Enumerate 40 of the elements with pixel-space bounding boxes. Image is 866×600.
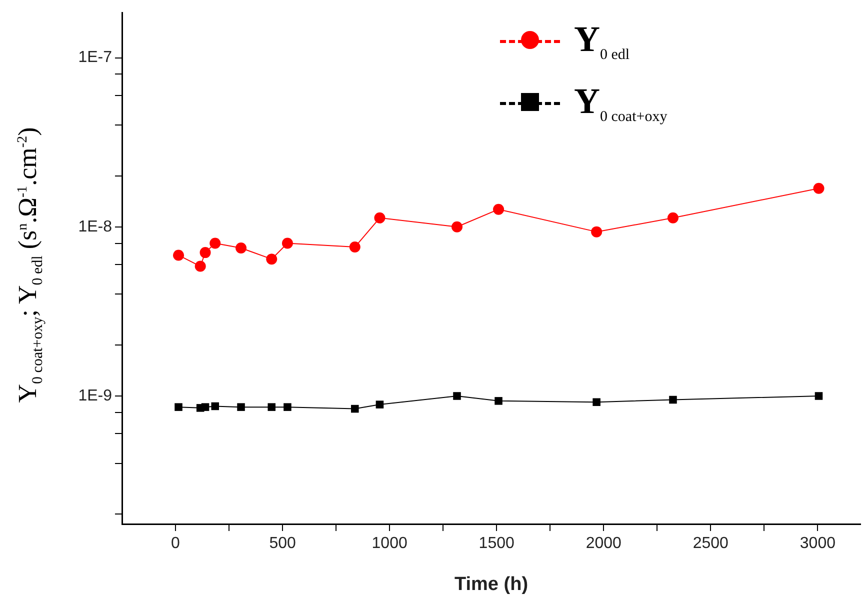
- point: [494, 397, 502, 405]
- x-tick-label: 2000: [586, 535, 622, 552]
- x-tick-label: 0: [171, 535, 180, 552]
- point: [493, 204, 504, 215]
- point: [236, 242, 247, 254]
- point: [452, 221, 462, 232]
- y-tick-label: 1E-9: [78, 387, 112, 404]
- x-tick-label: 1000: [372, 535, 408, 552]
- y-tick-label: 1E-8: [78, 218, 112, 236]
- point: [591, 226, 602, 238]
- x-tick-label: 2500: [692, 535, 729, 552]
- point: [814, 392, 823, 400]
- point: [349, 242, 360, 253]
- point: [211, 402, 220, 410]
- x-axis-title: Time (h): [454, 574, 528, 595]
- point: [284, 403, 292, 411]
- point: [194, 260, 206, 272]
- point: [667, 212, 678, 224]
- point: [266, 254, 278, 265]
- point: [200, 247, 211, 258]
- point: [201, 403, 210, 411]
- x-tick-label: 1500: [478, 535, 514, 552]
- point: [282, 238, 293, 249]
- legend-label: Y$_{0 edl}$: [574, 18, 630, 64]
- point: [268, 403, 276, 411]
- point: [376, 400, 384, 408]
- point: [592, 398, 600, 406]
- point: [351, 404, 359, 413]
- x-tick-label: 500: [269, 535, 296, 552]
- point: [237, 403, 245, 411]
- x-tick-label: 3000: [800, 535, 836, 552]
- point: [173, 250, 184, 261]
- y-tick-label: 1E-7: [78, 49, 112, 66]
- point: [813, 182, 824, 194]
- point: [453, 392, 461, 400]
- point: [669, 396, 677, 404]
- point: [174, 403, 182, 411]
- point: [374, 212, 386, 224]
- legend-label: Y$_{0 coat+oxy}$: [574, 80, 668, 126]
- point: [210, 238, 221, 249]
